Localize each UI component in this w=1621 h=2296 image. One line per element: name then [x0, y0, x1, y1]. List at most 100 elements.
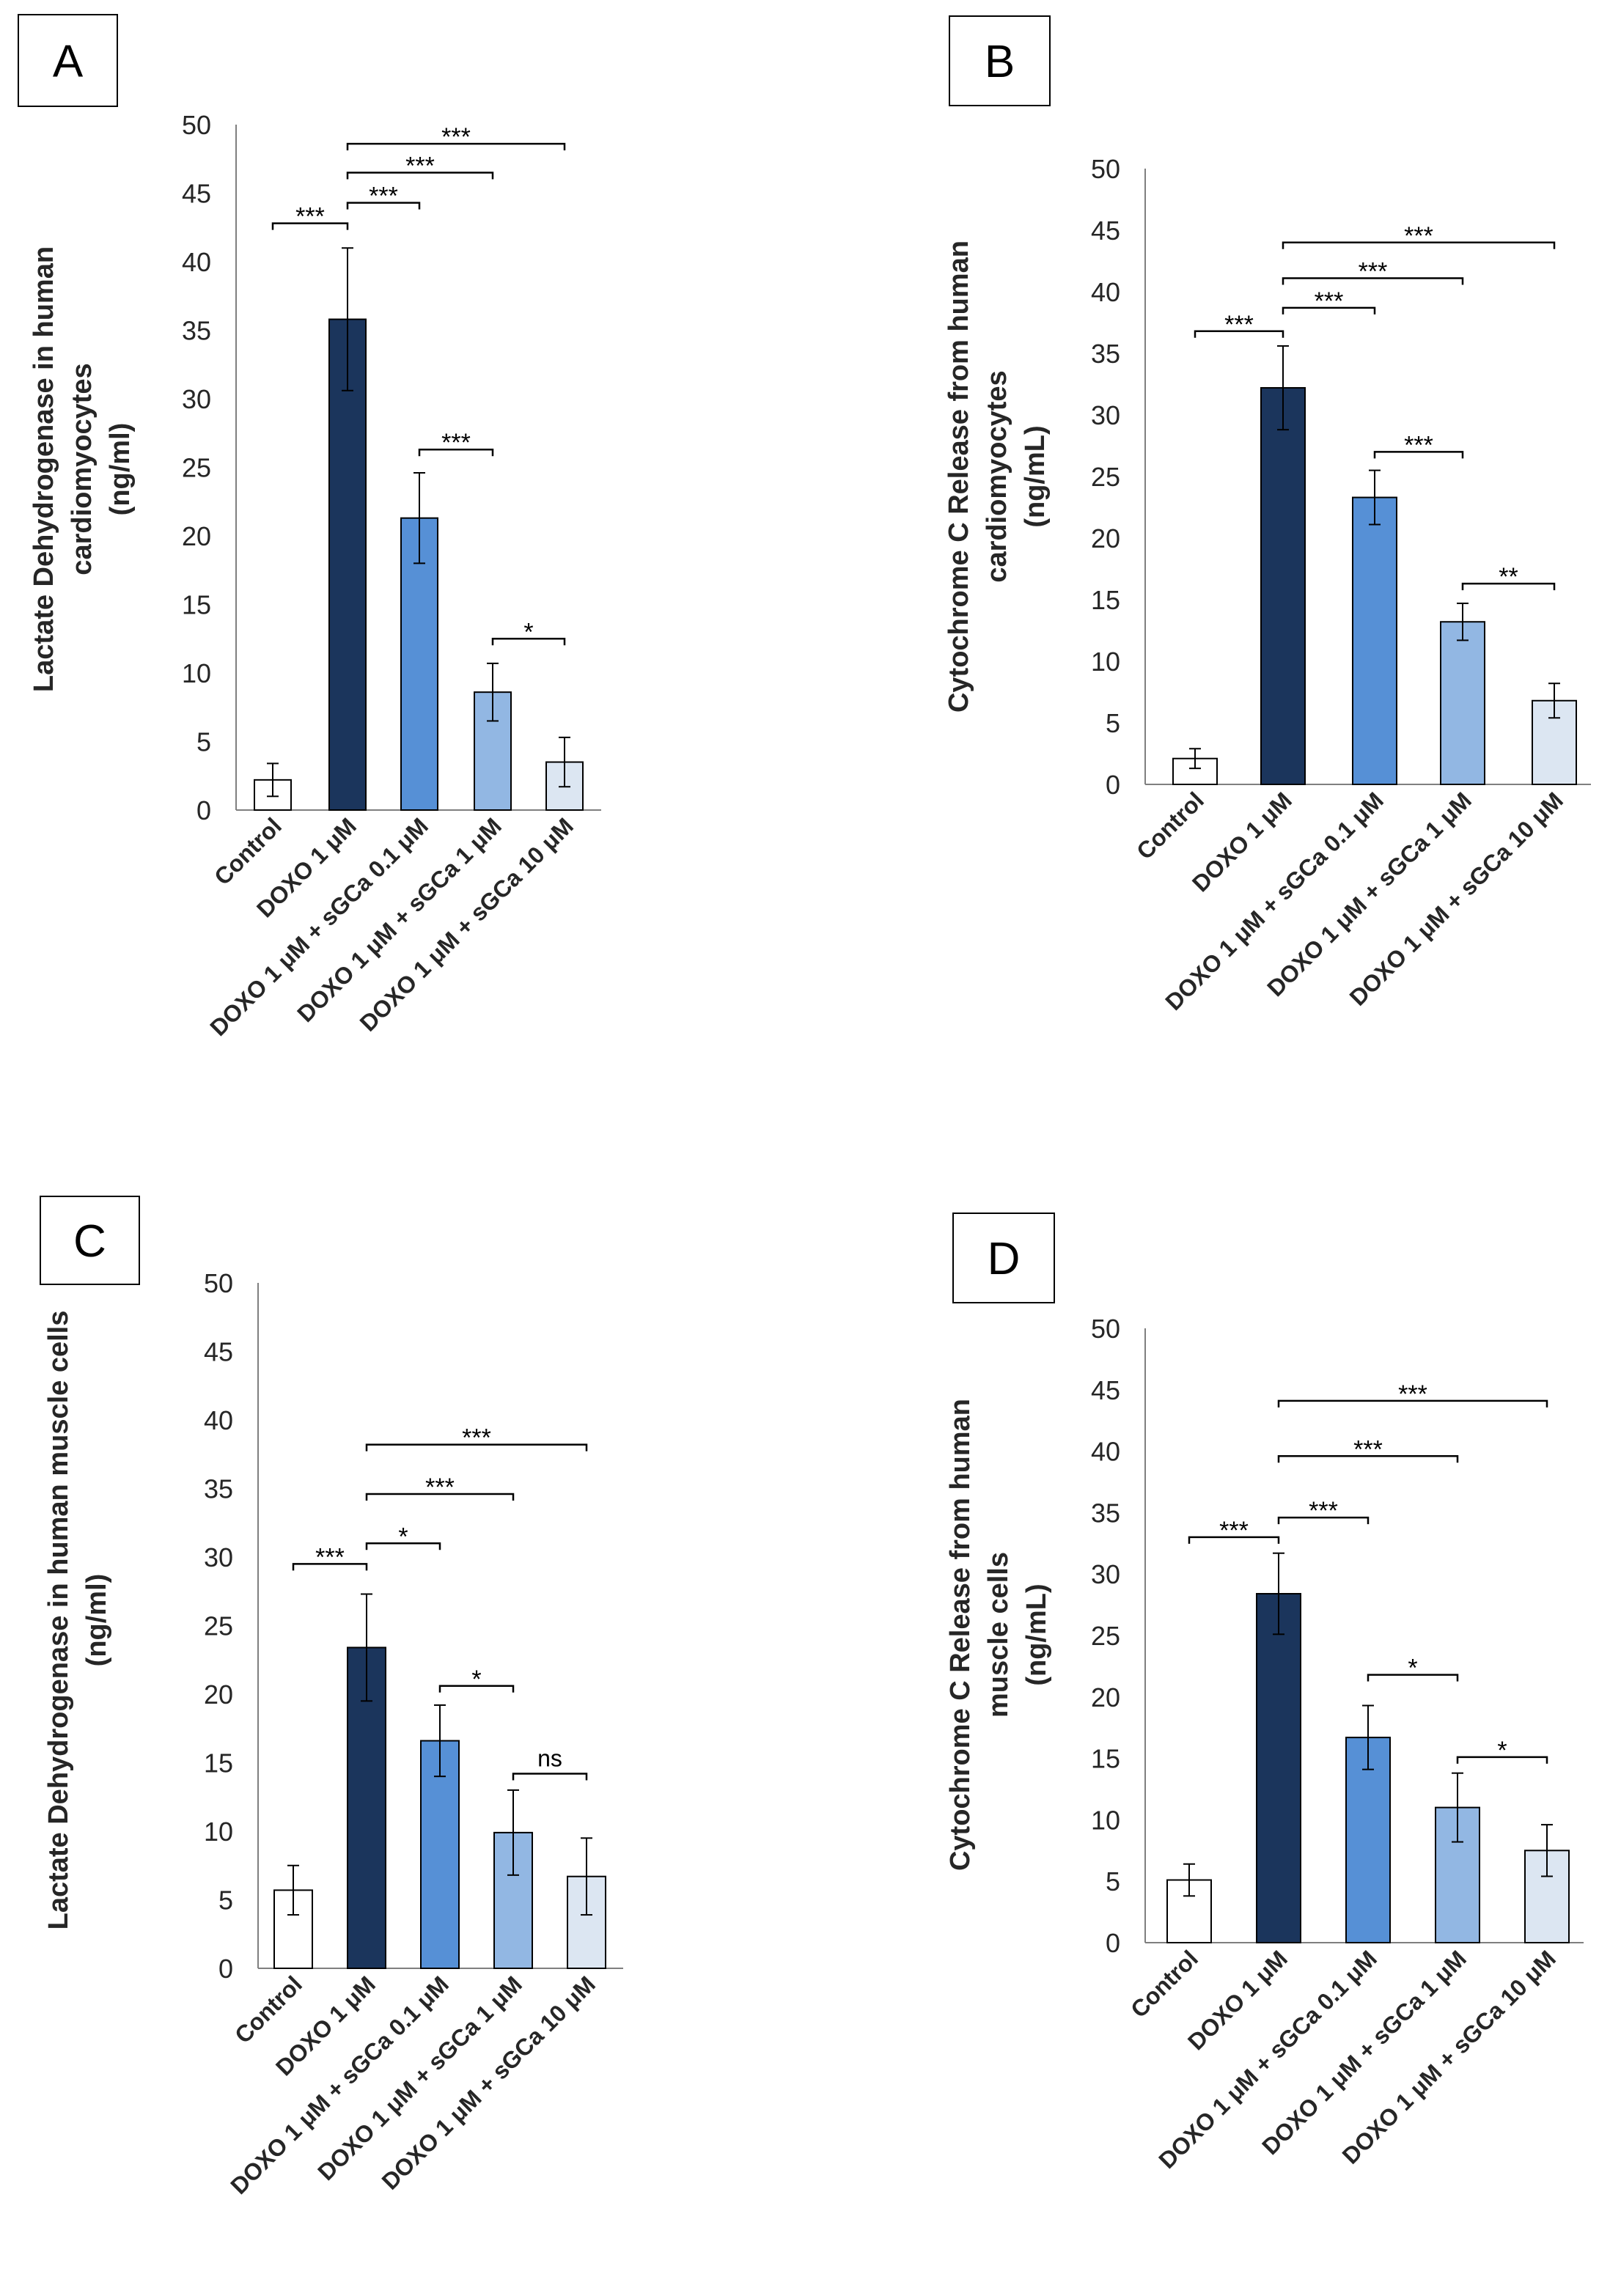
y-tick-label: 5	[1106, 1866, 1120, 1896]
significance-bracket	[1282, 241, 1556, 249]
significance-label: ***	[1353, 1435, 1383, 1463]
significance-bracket	[365, 1493, 515, 1501]
y-tick-label: 15	[1091, 585, 1120, 615]
category-label: Control	[209, 812, 287, 890]
y-tick-label: 15	[182, 590, 211, 620]
y-axis-label: Cytochrome C Release from human	[944, 240, 974, 713]
y-tick-label: 10	[1091, 1805, 1120, 1835]
y-tick-label: 25	[204, 1611, 233, 1641]
significance-bracket	[491, 638, 566, 646]
y-tick-label: 50	[1091, 154, 1120, 184]
y-tick-label: 40	[1091, 277, 1120, 307]
y-axis-label: (ng/ml)	[105, 423, 136, 516]
significance-bracket	[271, 222, 349, 230]
y-tick-label: 10	[182, 658, 211, 688]
y-axis-label: cardiomyocytes	[982, 370, 1012, 582]
y-tick-label: 20	[1091, 1682, 1120, 1712]
significance-label: ***	[315, 1543, 345, 1571]
y-tick-label: 0	[196, 795, 211, 825]
y-tick-label: 40	[204, 1405, 233, 1435]
category-label: Control	[1131, 787, 1209, 864]
significance-label: ***	[1309, 1497, 1338, 1525]
y-tick-label: 40	[1091, 1437, 1120, 1467]
y-tick-label: 20	[1091, 523, 1120, 553]
significance-label: ***	[1219, 1517, 1249, 1545]
significance-bracket	[1282, 306, 1376, 314]
y-axis-label: (ng/mL)	[1020, 425, 1051, 527]
significance-label: ns	[537, 1745, 562, 1771]
category-label: Control	[1125, 1945, 1203, 2023]
bar	[328, 318, 367, 812]
y-tick-label: 5	[218, 1885, 233, 1916]
bar	[1256, 1593, 1301, 1944]
y-tick-label: 15	[204, 1748, 233, 1778]
y-tick-label: 25	[1091, 1621, 1120, 1651]
y-axis-label: Cytochrome C Release from human	[945, 1399, 976, 1871]
significance-bracket	[418, 448, 494, 457]
panel-label-box	[949, 15, 1051, 106]
significance-label: *	[1408, 1655, 1417, 1682]
y-tick-label: 30	[204, 1542, 233, 1572]
y-tick-label: 20	[204, 1679, 233, 1710]
chart-panel-c: C 0 5 10 15 20 25 30 35 40 45 50 Lactate Dehydrogena…	[40, 1196, 623, 2199]
y-axis-label: Lactate Dehydrogenase in human muscle ce…	[43, 1311, 74, 1930]
y-tick-label: 50	[1091, 1314, 1120, 1344]
y-tick-label: 10	[1091, 647, 1120, 677]
significance-label: ***	[405, 152, 435, 180]
y-tick-label: 0	[1106, 770, 1120, 800]
bar	[400, 517, 438, 811]
significance-bracket	[346, 142, 566, 151]
significance-label: ***	[295, 203, 325, 231]
significance-bracket	[365, 1542, 441, 1550]
chart-panel-b: B 0 5 10 15 20 25 30 35 40 45 50 Cytochrome C Releas…	[944, 15, 1591, 1015]
significance-label: ***	[462, 1424, 491, 1452]
significance-label: *	[1497, 1737, 1507, 1765]
y-axis-label: cardiomyocytes	[67, 363, 98, 575]
y-tick-label: 25	[182, 453, 211, 483]
y-tick-label: 30	[1091, 1559, 1120, 1589]
significance-bracket	[292, 1563, 368, 1571]
significance-bracket	[1277, 1399, 1548, 1408]
y-tick-label: 10	[204, 1817, 233, 1847]
y-tick-label: 20	[182, 521, 211, 551]
significance-label: ***	[1359, 258, 1388, 286]
significance-bracket	[1373, 451, 1464, 459]
y-axis-label: Lactate Dehydrogenase in human	[29, 246, 59, 692]
y-tick-label: 30	[182, 384, 211, 414]
significance-label: ***	[369, 183, 398, 210]
y-tick-label: 0	[218, 1954, 233, 1984]
y-tick-label: 50	[182, 110, 211, 140]
significance-label: ***	[441, 123, 471, 151]
significance-label: **	[1499, 563, 1518, 591]
bar	[1440, 621, 1485, 785]
significance-label: ***	[441, 429, 471, 457]
panel-label: B	[985, 37, 1015, 87]
significance-label: ***	[1224, 311, 1254, 339]
y-tick-label: 45	[204, 1337, 233, 1367]
bar	[1345, 1737, 1391, 1943]
panel-label-box	[952, 1213, 1055, 1303]
panel-label: A	[53, 37, 84, 87]
y-axis-label: (ng/ml)	[81, 1574, 112, 1667]
panel-label: D	[988, 1234, 1021, 1284]
significance-bracket	[346, 202, 421, 210]
y-tick-label: 30	[1091, 400, 1120, 430]
bar	[420, 1740, 460, 1970]
y-tick-label: 45	[1091, 1375, 1120, 1405]
significance-bracket	[365, 1443, 588, 1451]
y-axis-label: muscle cells	[983, 1552, 1014, 1718]
y-tick-label: 25	[1091, 462, 1120, 492]
bar	[1260, 387, 1306, 785]
y-tick-label: 50	[204, 1268, 233, 1298]
significance-bracket	[438, 1685, 515, 1693]
significance-bracket	[1282, 277, 1464, 285]
y-tick-label: 45	[1091, 216, 1120, 246]
significance-bracket	[1367, 1674, 1459, 1682]
chart-panel-a: A 0 5 10 15 20 25 30 35 40 45 50 Lactate Dehydrogena…	[18, 14, 601, 1041]
chart-panel-d: D 0 5 10 15 20 25 30 35 40 45 50 Cytochrome C Releas…	[945, 1213, 1584, 2174]
significance-label: ***	[1404, 431, 1433, 459]
panel-label: C	[73, 1216, 106, 1267]
significance-label: ***	[1398, 1380, 1427, 1408]
significance-label: *	[471, 1666, 481, 1693]
